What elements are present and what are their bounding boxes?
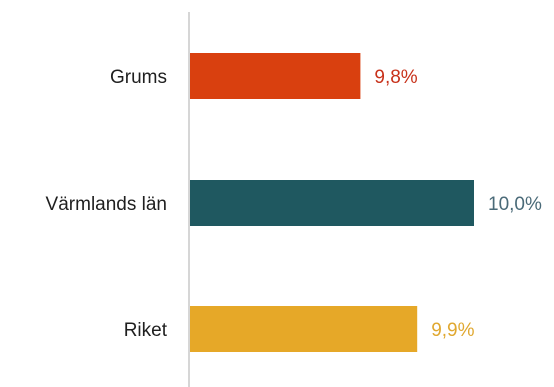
category-label: Grums — [110, 67, 167, 88]
bar-1 — [190, 180, 474, 226]
bar-2 — [190, 306, 418, 352]
value-label: 10,0% — [488, 194, 542, 215]
value-label: 9,8% — [374, 67, 417, 88]
category-label: Riket — [124, 320, 168, 341]
bar-0 — [190, 53, 361, 99]
category-label: Värmlands län — [46, 194, 167, 215]
value-label: 9,9% — [431, 320, 474, 341]
